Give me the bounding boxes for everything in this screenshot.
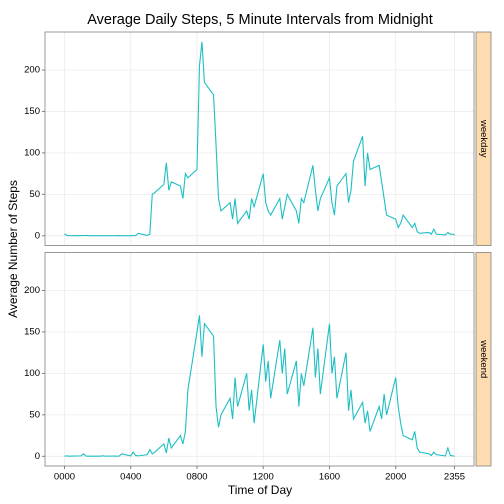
- y-tick-label: 0: [35, 230, 40, 241]
- y-tick-label: 50: [29, 189, 40, 200]
- y-tick-label: 100: [24, 368, 40, 379]
- panel-border: [44, 31, 475, 246]
- x-tick-label: 0400: [120, 472, 141, 483]
- x-tick-label: 1600: [319, 472, 340, 483]
- chart-title: Average Daily Steps, 5 Minute Intervals …: [87, 12, 432, 28]
- y-tick-label: 50: [29, 409, 40, 420]
- y-tick-label: 150: [24, 106, 40, 117]
- y-tick-label: 0: [35, 451, 40, 462]
- y-tick-label: 200: [24, 64, 40, 75]
- x-tick-label: 2355: [444, 472, 465, 483]
- y-tick-label: 200: [24, 285, 40, 296]
- y-axis-label: Average Number of Steps: [6, 180, 20, 318]
- y-tick-label: 150: [24, 326, 40, 337]
- facet-label: weekday: [478, 119, 489, 158]
- panel-background: [45, 252, 474, 466]
- x-tick-label: 2000: [385, 472, 406, 483]
- panel-border: [44, 252, 475, 467]
- x-tick-label: 0000: [54, 472, 75, 483]
- x-tick-label: 0800: [186, 472, 207, 483]
- facet-strip: [475, 252, 492, 467]
- panel-background: [45, 32, 474, 246]
- facet-label: weekend: [478, 339, 489, 378]
- facet-strip: [475, 31, 492, 246]
- x-axis-label: Time of Day: [228, 483, 292, 497]
- x-tick-label: 1200: [253, 472, 274, 483]
- data-line: [64, 315, 455, 457]
- data-line: [64, 41, 455, 237]
- y-tick-label: 100: [24, 147, 40, 158]
